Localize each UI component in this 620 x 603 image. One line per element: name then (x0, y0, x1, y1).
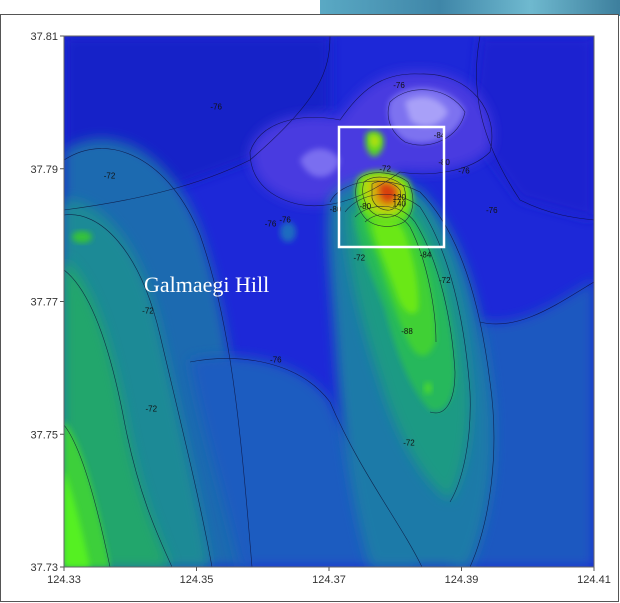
highlight-box (337, 125, 446, 249)
contour-label: -80 (330, 205, 342, 214)
contour-blob-west (72, 231, 92, 243)
contour-label: -72 (104, 172, 116, 181)
contour-band-brightgreen-west (64, 470, 90, 567)
x-tick-label: 124.39 (445, 574, 479, 586)
contour-label: -76 (393, 81, 405, 90)
contour-label: 140 (393, 200, 407, 209)
contour-band-violet-light-1 (300, 148, 340, 177)
contour-label: -76 (486, 206, 498, 215)
contour-peak-north-inner (369, 134, 380, 148)
contour-blob-mid (280, 222, 296, 242)
contour-label: -72 (439, 276, 451, 285)
x-tick-label: 124.33 (47, 574, 81, 586)
contour-label: -76 (270, 356, 282, 365)
contour-band-dark-ne (470, 36, 594, 220)
contour-label: -80 (359, 202, 371, 211)
contour-label: -72 (379, 164, 391, 173)
contour-ridge-yellowgreen (372, 219, 419, 314)
contour-label: -76 (279, 216, 291, 225)
y-axis: 37.81 37.79 37.77 37.75 37.73 (30, 31, 64, 574)
contour-label: -76 (210, 103, 222, 112)
y-tick-label: 37.73 (30, 562, 58, 574)
contour-band-violet-light-3 (405, 96, 448, 127)
x-tick-label: 124.41 (577, 574, 611, 586)
contour-label: -72 (403, 439, 415, 448)
y-tick-label: 37.75 (30, 429, 58, 441)
x-tick-label: 124.35 (180, 574, 214, 586)
contour-lines (64, 36, 594, 567)
contour-label: -84 (420, 251, 432, 260)
contour-label: -84 (434, 131, 446, 140)
contour-label: 120 (393, 193, 407, 202)
contour-blob-south (424, 382, 432, 394)
contour-label: -76 (458, 166, 470, 175)
contour-label: -72 (145, 405, 157, 414)
contour-label: -72 (354, 253, 366, 262)
corner-photo-strip (320, 0, 620, 16)
contour-field (64, 36, 594, 567)
contour-label: -72 (142, 306, 154, 315)
x-tick-label: 124.37 (312, 574, 346, 586)
y-tick-label: 37.81 (30, 31, 58, 43)
place-label: Galmaegi Hill (144, 272, 269, 297)
contour-label: -88 (401, 327, 413, 336)
x-axis: 124.33 124.35 124.37 124.39 124.41 (47, 567, 611, 586)
y-tick-label: 37.79 (30, 164, 58, 176)
contour-label: -76 (265, 219, 277, 228)
y-tick-label: 37.77 (30, 297, 58, 309)
contour-peak-red (379, 183, 396, 202)
